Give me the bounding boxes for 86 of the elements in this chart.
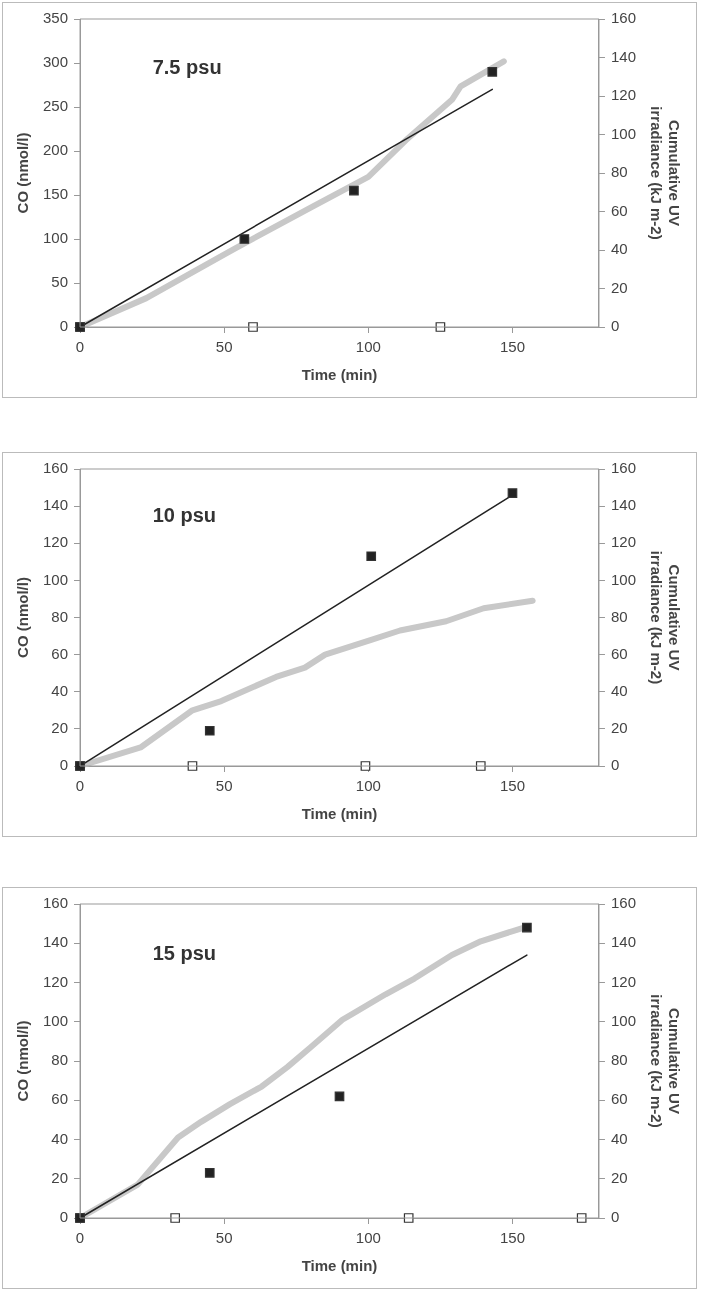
- y-tick-label: 250: [43, 97, 69, 115]
- x-tick-label: 50: [215, 777, 233, 795]
- y2-tick-label: 100: [610, 570, 636, 588]
- y-tick-label: 80: [51, 607, 69, 625]
- y-tick-label: 100: [43, 570, 69, 588]
- y-tick-label: 120: [43, 533, 69, 551]
- y-tick-label: 140: [43, 933, 69, 951]
- y-tick-label: 120: [43, 972, 69, 990]
- y2-tick-label: 160: [610, 9, 636, 27]
- x-tick-label: 0: [75, 1229, 85, 1247]
- y2-axis-title: Cumulative UV irradiance (kJ m-2): [647, 550, 683, 685]
- y2-tick-label: 80: [610, 163, 628, 181]
- y2-tick-label: 120: [610, 86, 636, 104]
- y-tick-label: 100: [43, 1011, 69, 1029]
- y2-tick-label: 160: [610, 894, 636, 912]
- x-axis-title: Time (min): [301, 805, 378, 823]
- point: [239, 234, 250, 244]
- y-tick-label: 0: [59, 1208, 69, 1226]
- x-tick-label: 100: [355, 338, 381, 356]
- y2-tick-label: 40: [610, 681, 628, 699]
- y-tick-label: 200: [43, 141, 69, 159]
- y-tick-label: 160: [43, 459, 69, 477]
- point: [522, 922, 532, 933]
- x-tick-label: 100: [355, 1229, 381, 1247]
- y2-tick-label: 60: [610, 201, 628, 219]
- y-tick-label: 20: [51, 1168, 69, 1186]
- point: [204, 725, 215, 736]
- y2-tick-label: 40: [610, 240, 628, 258]
- text: 15 psu: [152, 941, 217, 964]
- x-tick-label: 50: [215, 338, 233, 356]
- x-tick-label: 0: [75, 338, 85, 356]
- x-tick-label: 50: [215, 1229, 233, 1247]
- y-tick-label: 350: [43, 9, 69, 27]
- x-tick-label: 150: [499, 1229, 525, 1247]
- y2-tick-label: 40: [610, 1129, 628, 1147]
- text: 7.5 psu: [152, 55, 222, 78]
- y-tick-label: 0: [59, 756, 69, 774]
- y2-tick-label: 60: [610, 644, 628, 662]
- point: [487, 66, 498, 77]
- y2-tick-label: 80: [610, 1051, 628, 1069]
- y-tick-label: 300: [43, 53, 69, 71]
- y-tick-label: 80: [51, 1051, 69, 1069]
- x-tick-label: 0: [75, 777, 85, 795]
- y2-tick-label: 100: [610, 1011, 636, 1029]
- y-axis-title: CO (nmol/l): [14, 132, 32, 214]
- y-tick-label: 160: [43, 894, 69, 912]
- point: [204, 1168, 215, 1178]
- point: [507, 488, 518, 498]
- y2-tick-label: 0: [610, 756, 620, 774]
- point: [349, 185, 359, 196]
- y2-tick-label: 120: [610, 533, 636, 551]
- y-tick-label: 150: [43, 185, 69, 203]
- y-axis-title: CO (nmol/l): [14, 1020, 32, 1102]
- y2-tick-label: 80: [610, 607, 628, 625]
- y2-tick-label: 20: [610, 278, 628, 296]
- y-axis-title: CO (nmol/l): [14, 577, 32, 658]
- y2-tick-label: 0: [610, 1208, 620, 1226]
- y2-tick-label: 160: [610, 459, 636, 477]
- x-tick-label: 100: [355, 777, 381, 795]
- y2-tick-label: 20: [610, 719, 628, 737]
- y2-tick-label: 140: [610, 496, 636, 514]
- x-tick-label: 150: [499, 338, 525, 356]
- y2-axis-title: Cumulative UV irradiance (kJ m-2): [647, 106, 683, 240]
- y2-tick-label: 20: [610, 1168, 628, 1186]
- y-tick-label: 20: [51, 719, 69, 737]
- y2-tick-label: 60: [610, 1090, 628, 1108]
- y2-tick-label: 100: [610, 124, 636, 142]
- x-axis-title: Time (min): [301, 366, 378, 384]
- y-tick-label: 0: [59, 317, 69, 335]
- y-tick-label: 40: [51, 681, 69, 699]
- y2-axis-title: Cumulative UV irradiance (kJ m-2): [647, 994, 683, 1128]
- x-tick-label: 150: [499, 777, 525, 795]
- y-tick-label: 140: [43, 496, 69, 514]
- y-tick-label: 100: [43, 229, 69, 247]
- y2-tick-label: 0: [610, 317, 620, 335]
- point: [334, 1091, 345, 1102]
- y-tick-label: 50: [51, 273, 69, 291]
- y2-tick-label: 140: [610, 933, 636, 951]
- text: 10 psu: [152, 504, 217, 527]
- y-tick-label: 40: [51, 1129, 69, 1147]
- y2-tick-label: 140: [610, 47, 636, 65]
- y2-tick-label: 120: [610, 972, 636, 990]
- y-tick-label: 60: [51, 644, 69, 662]
- point: [366, 551, 377, 562]
- x-axis-title: Time (min): [301, 1257, 378, 1275]
- y-tick-label: 60: [51, 1090, 69, 1108]
